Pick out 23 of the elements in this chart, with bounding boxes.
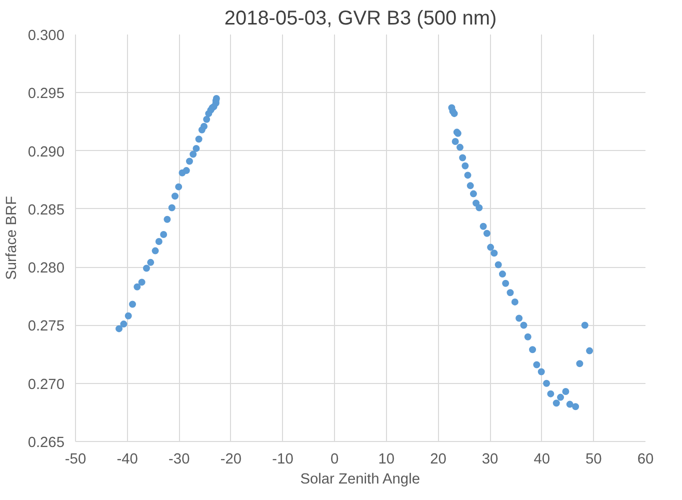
x-axis-title: Solar Zenith Angle xyxy=(300,472,420,488)
x-tick-label: 10 xyxy=(378,452,395,468)
x-tick-label: -20 xyxy=(220,452,242,468)
x-tick-label: 40 xyxy=(534,452,550,468)
x-tick-label: 50 xyxy=(586,452,602,468)
y-tick-label: 0.280 xyxy=(28,260,65,277)
x-tick-label: 60 xyxy=(637,452,654,468)
y-tick-label: 0.300 xyxy=(28,28,65,44)
x-tick-label: -50 xyxy=(64,452,86,468)
y-axis-title: Surface BRF xyxy=(4,196,20,280)
x-tick-label: 30 xyxy=(482,452,498,468)
x-tick-label: 20 xyxy=(430,452,446,468)
x-tick-label: -10 xyxy=(272,452,294,468)
x-tick-label: -40 xyxy=(116,452,138,468)
y-tick-label: 0.290 xyxy=(28,144,65,160)
y-tick-label: 0.275 xyxy=(28,318,65,335)
x-tick-label: 0 xyxy=(330,452,339,468)
y-tick-label: 0.285 xyxy=(28,202,65,218)
y-tick-label: 0.270 xyxy=(28,376,65,393)
x-tick-label: -30 xyxy=(168,452,190,468)
chart-title: 2018-05-03, GVR B3 (500 nm) xyxy=(224,8,497,30)
y-tick-label: 0.265 xyxy=(28,435,65,451)
y-tick-label: 0.295 xyxy=(28,86,65,102)
